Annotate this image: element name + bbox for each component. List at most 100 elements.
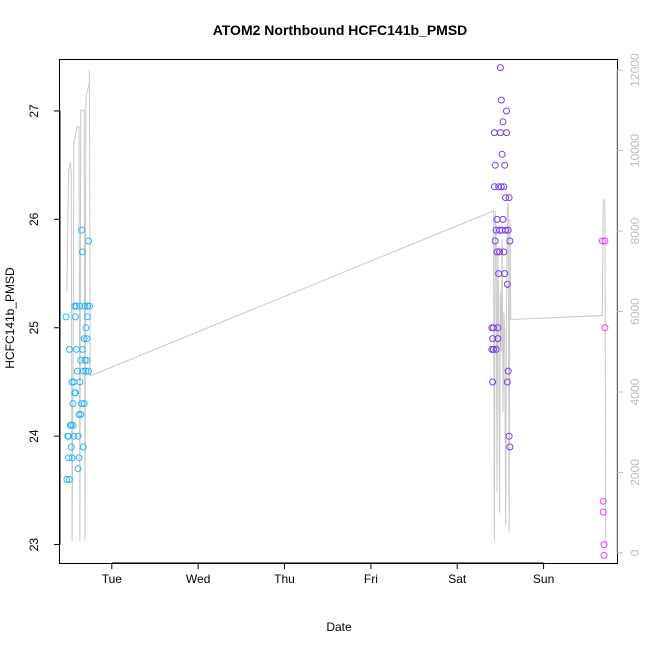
data-point-series-3 — [601, 237, 609, 245]
x-tick-label: Sun — [533, 572, 554, 586]
data-point-series-1 — [85, 237, 92, 245]
data-point-series-1 — [72, 302, 80, 310]
data-point-series-2 — [491, 161, 499, 169]
data-point-series-1 — [83, 335, 91, 343]
data-point-series-2 — [494, 324, 502, 332]
data-point-series-1 — [83, 356, 91, 364]
data-point-series-2 — [496, 64, 504, 72]
x-tick-label: Fri — [364, 572, 378, 586]
secondary-series-layer — [66, 70, 607, 545]
data-point-series-1 — [85, 302, 93, 310]
data-point-series-1 — [76, 378, 84, 386]
y-tick-label: 27 — [27, 104, 41, 118]
points-layer — [62, 64, 609, 559]
data-point-series-2 — [501, 161, 509, 169]
data-point-series-2 — [503, 378, 511, 386]
y-tick-label: 26 — [27, 212, 41, 226]
axes: Tue Wed Thu Fri Sat Sun 23 24 25 26 27 0 2000 4000 600… — [27, 53, 642, 586]
data-point-series-2 — [505, 432, 513, 440]
data-point-series-1 — [80, 335, 88, 343]
data-point-series-2 — [503, 107, 510, 115]
data-point-series-1 — [78, 400, 86, 408]
data-point-series-2 — [492, 345, 500, 353]
data-point-series-1 — [72, 313, 79, 321]
data-point-series-1 — [82, 367, 90, 375]
data-point-series-2 — [498, 150, 506, 158]
data-point-series-1 — [77, 411, 85, 418]
data-point-series-2 — [504, 226, 512, 234]
data-point-series-2 — [502, 226, 510, 234]
data-point-series-1 — [65, 432, 73, 440]
data-point-series-1 — [76, 302, 84, 310]
data-point-series-1 — [81, 302, 89, 310]
data-point-series-1 — [79, 443, 87, 451]
data-point-series-2 — [495, 183, 503, 191]
data-point-series-2 — [494, 335, 502, 343]
data-point-series-1 — [65, 454, 73, 462]
data-point-series-2 — [490, 129, 498, 137]
data-point-series-2 — [505, 194, 513, 202]
plot-frame — [59, 59, 618, 564]
data-point-series-1 — [82, 324, 90, 332]
data-point-series-2 — [497, 96, 505, 104]
data-point-series-2 — [493, 248, 501, 256]
data-point-series-3 — [600, 551, 608, 559]
data-point-series-2 — [500, 183, 508, 191]
data-point-series-3 — [600, 541, 608, 549]
data-point-series-2 — [500, 248, 508, 256]
data-point-series-1 — [68, 454, 76, 462]
data-point-series-1 — [84, 313, 92, 321]
data-point-series-1 — [66, 345, 73, 353]
data-point-series-2 — [496, 129, 504, 137]
data-point-series-2 — [499, 118, 507, 126]
y2-tick-label: 12000 — [628, 53, 642, 87]
data-point-series-1 — [80, 400, 88, 408]
data-point-series-2 — [506, 237, 514, 245]
data-point-series-1 — [85, 367, 92, 375]
data-point-series-1 — [63, 476, 71, 483]
y2-tick-label: 4000 — [628, 378, 642, 405]
data-point-series-1 — [78, 226, 86, 234]
data-point-series-1 — [79, 345, 86, 353]
y-tick-label: 25 — [27, 321, 41, 335]
x-axis-label: Date — [326, 620, 352, 634]
data-point-series-2 — [491, 237, 499, 245]
y-tick-label: 24 — [27, 429, 41, 443]
data-point-series-1 — [62, 313, 70, 321]
x-tick-label: Sat — [448, 572, 467, 586]
data-point-series-2 — [490, 183, 498, 191]
y2-tick-label: 8000 — [628, 217, 642, 244]
data-point-series-3 — [599, 508, 607, 516]
y2-tick-label: 2000 — [628, 459, 642, 486]
data-point-series-2 — [497, 183, 505, 191]
data-point-series-3 — [601, 324, 609, 332]
y2-tick-label: 0 — [628, 549, 642, 556]
data-point-series-1 — [72, 389, 79, 397]
data-point-series-1 — [74, 465, 82, 473]
x-tick-label: Thu — [274, 572, 295, 586]
data-point-series-2 — [502, 194, 510, 202]
data-point-series-2 — [496, 248, 504, 256]
y2-tick-label: 10000 — [628, 134, 642, 168]
series-line — [66, 70, 607, 545]
data-point-series-2 — [506, 443, 514, 451]
x-tick-label: Tue — [102, 572, 123, 586]
data-point-series-1 — [66, 476, 73, 483]
data-point-series-1 — [69, 421, 77, 429]
y-tick-label: 23 — [27, 538, 41, 552]
data-point-series-3 — [598, 237, 606, 245]
data-point-series-1 — [75, 454, 83, 462]
data-point-series-2 — [499, 215, 507, 223]
data-point-series-2 — [490, 345, 497, 353]
data-point-series-2 — [501, 270, 509, 278]
y-axis-label: HCFC141b_PMSD — [3, 267, 17, 369]
data-point-series-1 — [72, 345, 80, 353]
data-point-series-2 — [503, 280, 511, 288]
data-point-series-2 — [504, 367, 512, 375]
y2-tick-label: 6000 — [628, 298, 642, 325]
data-point-series-1 — [69, 400, 77, 408]
data-point-series-1 — [70, 432, 78, 440]
data-point-series-2 — [503, 129, 510, 137]
data-point-series-1 — [74, 432, 82, 440]
